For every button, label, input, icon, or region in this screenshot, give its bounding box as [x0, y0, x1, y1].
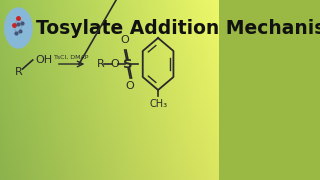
- Circle shape: [5, 8, 32, 48]
- Text: OH: OH: [36, 55, 52, 65]
- Text: S: S: [123, 57, 132, 71]
- Text: TsCl, DMAP: TsCl, DMAP: [54, 55, 89, 60]
- Text: O: O: [110, 59, 119, 69]
- Text: R: R: [97, 59, 105, 69]
- Text: CH₃: CH₃: [149, 99, 167, 109]
- Text: R: R: [15, 67, 23, 77]
- Text: Tosylate Addition Mechanism: Tosylate Addition Mechanism: [36, 19, 320, 37]
- Text: O: O: [126, 81, 134, 91]
- Text: O: O: [120, 35, 129, 45]
